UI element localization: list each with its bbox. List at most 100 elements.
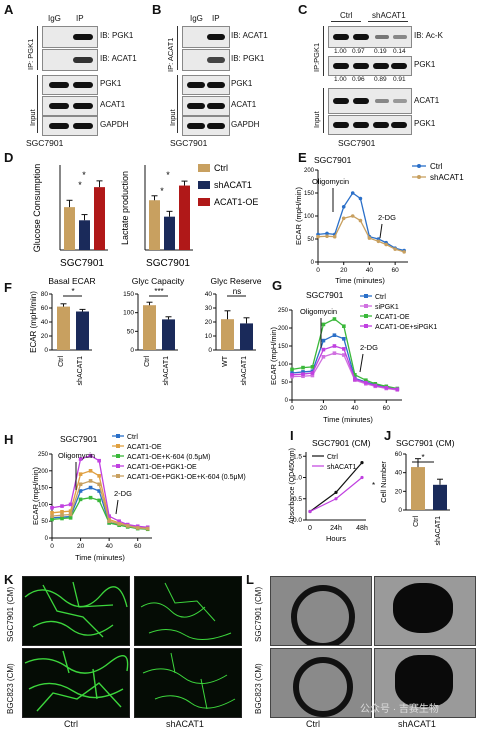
e-annotation-0: Oligomycin: [312, 177, 349, 186]
a-blot-4: [42, 96, 98, 116]
c-group-sh: shACAT1: [372, 11, 406, 20]
c-q2-0: 1.00: [334, 76, 347, 83]
b-blot-2: [182, 49, 230, 71]
e-point-0-5: [358, 196, 363, 201]
i-ytick-label-3: 1.5: [293, 453, 302, 460]
f-capacity-ytick-label-1: 50: [127, 328, 135, 335]
k-row-2: BGC823 (CM): [6, 663, 15, 714]
f-basal-ytick-label-2: 40: [41, 319, 49, 326]
h-point-3-7: [117, 519, 121, 523]
h-legend-label-2: ACAT1-OE+K-604 (0.5μM): [127, 454, 210, 461]
a-blot-2: [42, 49, 98, 71]
e-ylabel: ECAR (mpH/min): [294, 187, 303, 245]
i-ylabel: Absorbance (OD450nm): [289, 448, 296, 524]
f-capacity-bar-0: [143, 305, 156, 350]
h-legend-marker-0: [116, 434, 120, 438]
chart-d-right: Lactate production SGC7901 * * Ctrl shACA…: [120, 163, 258, 269]
g-legend-marker-3: [364, 324, 368, 328]
h-series-0: [51, 486, 148, 530]
f-reserve-ytick-label-3: 30: [205, 305, 213, 312]
g-point-3-4: [332, 344, 337, 348]
g-ytick-label-3: 150: [278, 344, 289, 350]
l-image-3: [270, 648, 372, 718]
f-capacity-ytick-label-2: 100: [123, 310, 134, 317]
e-arrow-1: [379, 223, 383, 239]
h-ytick-label-0: 0: [45, 536, 49, 542]
h-point-2-5: [97, 498, 101, 503]
panel-letter-c: C: [298, 2, 308, 17]
i-point-0-2: [360, 461, 364, 465]
h-legend-label-1: ACAT1-OE: [127, 444, 162, 451]
a-lab-2: IB: ACAT1: [100, 54, 137, 63]
h-xtick-label-1: 20: [77, 543, 85, 550]
chart-f-capacity: 0 50 100 150 Glyc Capacity*** Ctrl shACAT1: [123, 276, 185, 385]
h-point-4-9: [135, 526, 140, 530]
h-point-3-6: [107, 514, 111, 518]
g-point-3-8: [373, 383, 378, 388]
l-image-4: [374, 648, 476, 718]
c-cell: SGC7901: [338, 138, 376, 148]
e-point-1-2: [332, 234, 337, 239]
e-point-0-1: [325, 231, 329, 236]
j-ylabel: Cell Number: [379, 461, 388, 503]
b-lab-4: ACAT1: [231, 100, 257, 109]
h-point-0-5: [97, 489, 101, 493]
g-point-3-10: [395, 387, 400, 391]
f-reserve-cat-0: WT: [222, 355, 229, 367]
d-legend-label-0: Ctrl: [214, 163, 228, 173]
i-point-1-2: [360, 475, 364, 480]
c-q2-2: 0.89: [374, 76, 387, 83]
c-q2-3: 0.91: [393, 76, 406, 83]
f-basal-cat-0: Ctrl: [58, 356, 65, 367]
i-ytick-label-1: 0.5: [293, 496, 302, 503]
d-right-ylabel: Lactate production: [120, 171, 130, 245]
chart-f-basal: 0 20 40 60 80 Basal ECAR* Ctrl shACAT1 ECAR (mpH…: [29, 276, 96, 385]
g-point-0-3: [321, 338, 326, 343]
h-point-2-1: [60, 516, 64, 521]
f-capacity-bar-1: [162, 319, 175, 350]
e-xlabel: Time (minutes): [335, 276, 385, 285]
g-xtick-label-0: 0: [290, 405, 294, 412]
h-point-3-4: [88, 453, 93, 458]
d-left-bar-1: [79, 220, 90, 250]
c-q1-1: 0.97: [352, 48, 365, 55]
f-basal-ytick-label-0: 0: [44, 347, 48, 354]
g-ytick-label-1: 50: [281, 380, 288, 386]
d-legend-swatch-0: [198, 164, 210, 172]
e-ytick-label-2: 100: [304, 214, 315, 220]
f-reserve-ytick-label-2: 20: [205, 319, 213, 326]
g-point-2-3: [321, 322, 326, 327]
g-point-2-2: [310, 365, 315, 369]
e-ytick-label-1: 50: [307, 237, 314, 243]
d-right-sig-2: *: [166, 170, 170, 180]
h-point-2-4: [88, 495, 93, 500]
b-col-ip: IP: [212, 14, 220, 23]
f-reserve-ytick-label-1: 10: [205, 333, 213, 340]
g-point-1-5: [342, 353, 346, 357]
e-xtick-label-1: 20: [340, 267, 348, 274]
l-col-2: shACAT1: [398, 719, 436, 729]
e-point-1-7: [376, 239, 381, 244]
g-arrow-1: [359, 353, 364, 373]
d-left-ylabel: Glucose Consumption: [32, 164, 42, 253]
a-col-ip: IP: [76, 14, 84, 23]
g-point-3-5: [342, 347, 346, 351]
g-point-2-0: [290, 367, 294, 372]
d-right-bar-1: [164, 216, 175, 250]
panel-letter-h: H: [4, 432, 14, 447]
d-left-bar-0: [64, 207, 75, 250]
f-reserve-bar-1: [240, 323, 253, 350]
e-ytick-label-3: 150: [304, 191, 315, 197]
l-col-1: Ctrl: [306, 719, 320, 729]
e-annotation-1: 2-DG: [378, 213, 396, 222]
f-reserve-cat-1: shACAT1: [241, 356, 248, 386]
d-right-bars: [149, 180, 190, 250]
d-left-bar-2: [94, 187, 105, 250]
c-blot-2: [328, 56, 412, 76]
g-point-2-4: [332, 317, 337, 321]
f-capacity-cat-1: shACAT1: [163, 356, 170, 386]
h-point-0-3: [78, 489, 83, 493]
g-legend-marker-2: [364, 314, 368, 318]
g-legend-marker-1: [364, 304, 368, 308]
g-ytick-label-4: 200: [278, 326, 289, 332]
